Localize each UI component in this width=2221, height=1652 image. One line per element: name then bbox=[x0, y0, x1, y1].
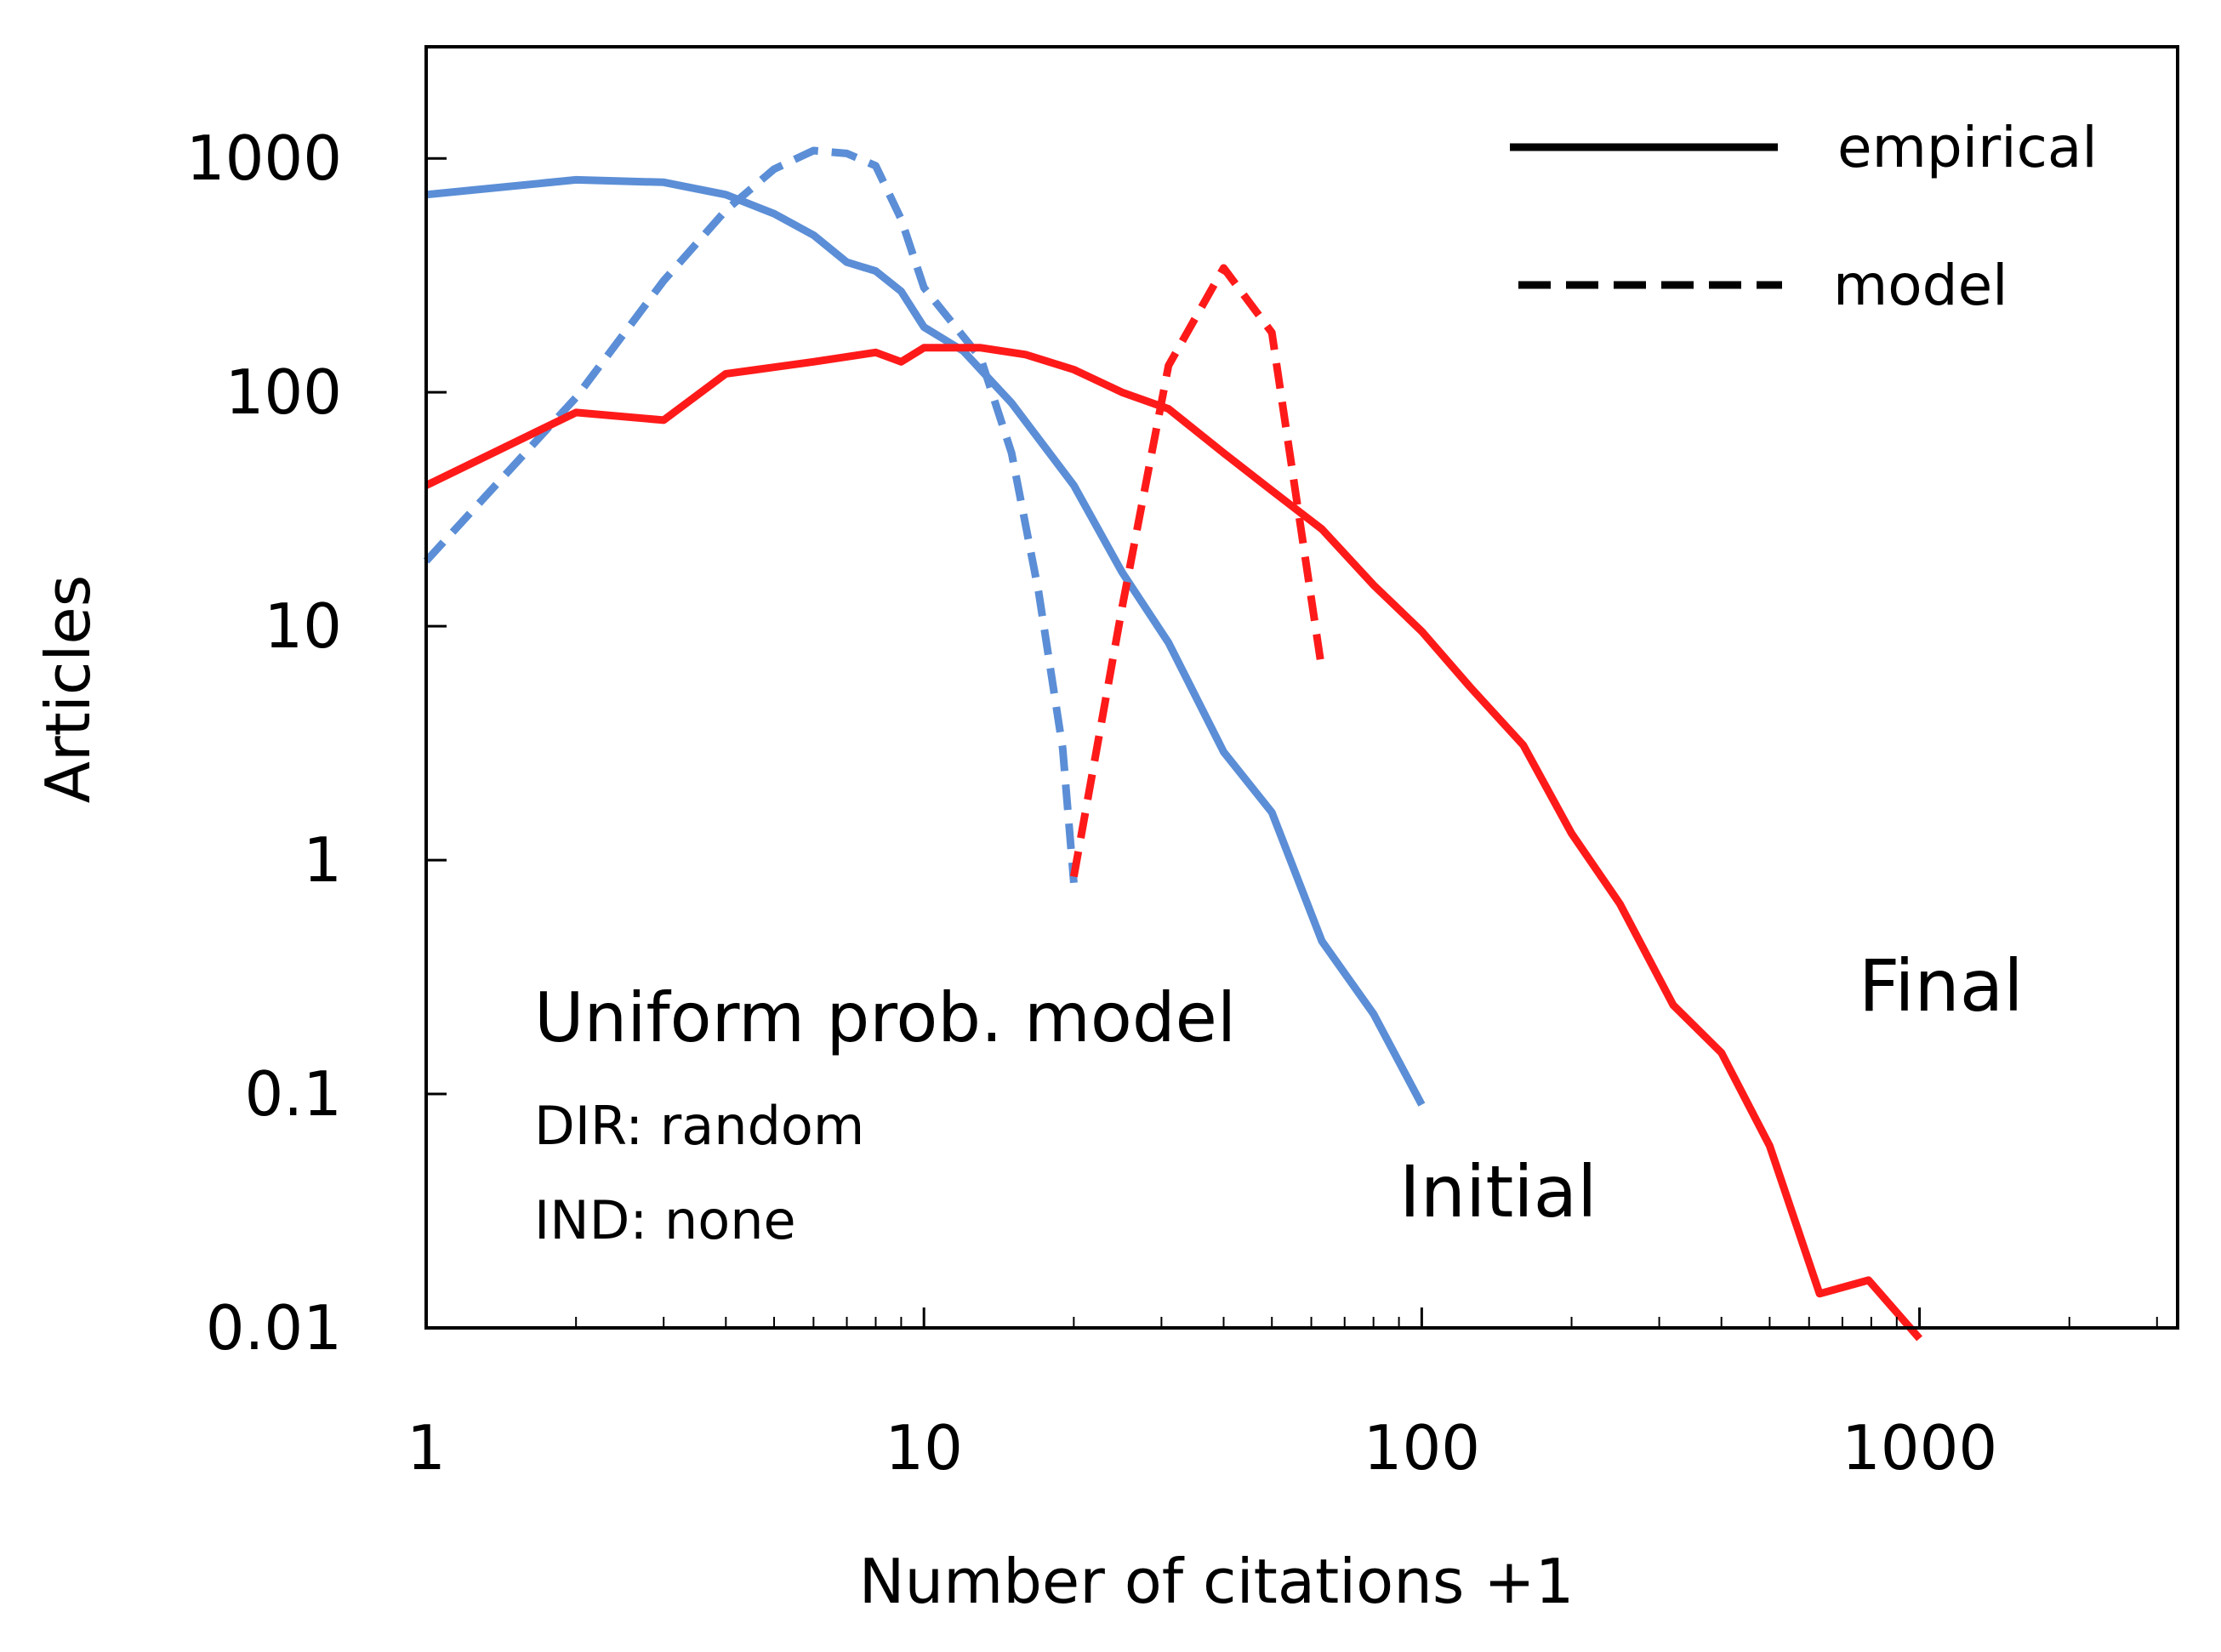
y-tick-label: 1000 bbox=[186, 122, 342, 194]
ticks-layer: 0.01 0.1 1 10 100 1000 1 10 100 1000 bbox=[186, 122, 2158, 1484]
plot-frame bbox=[424, 45, 2179, 1330]
y-tick-label: 0.1 bbox=[244, 1058, 342, 1130]
annotations: Uniform prob. model DIR: random IND: non… bbox=[534, 944, 2024, 1251]
y-axis-title: Articles bbox=[32, 575, 104, 804]
y-tick-label: 1 bbox=[303, 824, 342, 896]
initial-label: Initial bbox=[1399, 1150, 1597, 1233]
model-title-annotation: Uniform prob. model bbox=[534, 978, 1236, 1057]
x-tick-label: 1000 bbox=[1842, 1412, 1997, 1484]
series-line-final-empirical bbox=[424, 344, 1922, 1342]
x-tick-label: 10 bbox=[885, 1412, 963, 1484]
y-tick-label: 0.01 bbox=[206, 1292, 342, 1364]
x-tick-label: 100 bbox=[1364, 1412, 1480, 1484]
x-axis-title: Number of citations +1 bbox=[859, 1546, 1575, 1617]
series-line-final-model bbox=[1069, 264, 1326, 878]
dir-annotation: DIR: random bbox=[534, 1095, 864, 1157]
series-layer bbox=[423, 146, 1922, 1342]
legend: empirical model bbox=[1510, 115, 2098, 318]
legend-model-label: model bbox=[1833, 253, 2008, 318]
legend-empirical-label: empirical bbox=[1837, 115, 2098, 180]
y-tick-label: 100 bbox=[225, 356, 342, 428]
ind-annotation: IND: none bbox=[534, 1189, 796, 1251]
series-line-initial-model bbox=[423, 146, 1078, 884]
y-tick-label: 10 bbox=[264, 590, 342, 662]
final-label: Final bbox=[1859, 944, 2024, 1028]
series-line-initial-empirical bbox=[425, 175, 1426, 1107]
x-tick-label: 1 bbox=[407, 1412, 446, 1484]
